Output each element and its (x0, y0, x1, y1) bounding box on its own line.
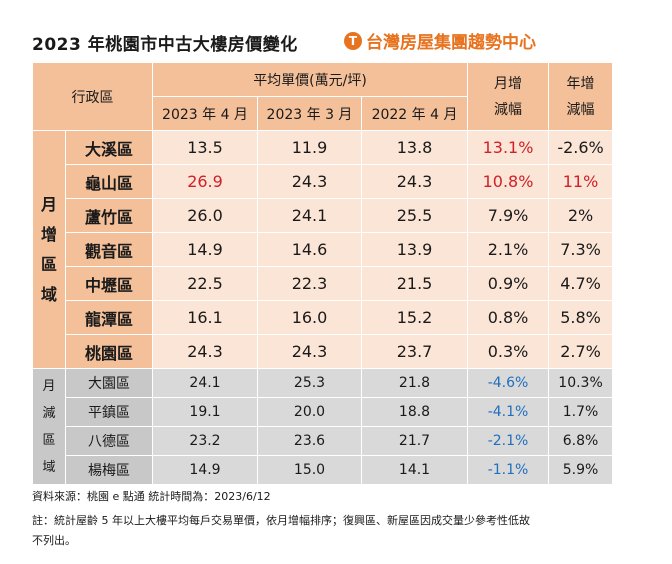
mom-header: 月增 減幅 (467, 62, 550, 131)
mom-change: 0.8% (467, 300, 550, 335)
mom-change: 10.8% (467, 164, 550, 199)
mom-change: -4.1% (467, 397, 550, 427)
yoy-change: 7.3% (548, 232, 614, 267)
mom-change: 7.9% (467, 198, 550, 233)
district-name: 觀音區 (65, 232, 153, 267)
yoy-change: 11% (548, 164, 614, 199)
yoy-change: 10.3% (548, 368, 614, 398)
district-name: 大溪區 (65, 130, 153, 165)
price-2023-03: 25.3 (257, 368, 362, 398)
price-table: 行政區 平均單價(萬元/坪) 月增 減幅 年增 減幅 2023 年 4 月 20… (32, 62, 614, 485)
district-name: 中壢區 (65, 266, 153, 301)
avg-price-header: 平均單價(萬元/坪) (151, 62, 469, 97)
price-2023-03: 22.3 (257, 266, 362, 301)
brand-name: 台灣房屋集團趨勢中心 (366, 33, 536, 53)
brand-logo: T 台灣房屋集團趨勢中心 (344, 28, 536, 53)
mom-change: -1.1% (467, 455, 550, 485)
group-label-increase: 月 增 區 域 (32, 130, 66, 369)
price-2022-04: 15.2 (360, 300, 469, 335)
yoy-change: 2% (548, 198, 614, 233)
price-2022-04: 21.8 (360, 368, 469, 398)
price-2023-04: 22.5 (152, 266, 258, 301)
district-name: 桃園區 (65, 334, 153, 369)
price-2022-04: 13.9 (360, 232, 469, 267)
price-2022-04: 25.5 (360, 198, 469, 233)
district-name: 大園區 (65, 368, 153, 398)
price-2023-03: 14.6 (257, 232, 362, 267)
yoy-change: 6.8% (548, 426, 614, 456)
price-2023-04: 13.5 (152, 130, 258, 165)
col-header-2022-04: 2022 年 4 月 (360, 96, 469, 131)
district-name: 蘆竹區 (65, 198, 153, 233)
mom-change: 0.3% (467, 334, 550, 369)
yoy-change: 4.7% (548, 266, 614, 301)
district-name: 楊梅區 (65, 455, 153, 485)
price-2022-04: 24.3 (360, 164, 469, 199)
price-2023-04: 14.9 (152, 455, 258, 485)
yoy-change: 2.7% (548, 334, 614, 369)
price-2023-03: 16.0 (257, 300, 362, 335)
yoy-change: 1.7% (548, 397, 614, 427)
price-2022-04: 23.7 (360, 334, 469, 369)
source-note: 資料來源：桃園 e 點通 統計時間為：2023/6/12 (32, 490, 271, 503)
price-2023-04: 26.0 (152, 198, 258, 233)
price-2022-04: 21.7 (360, 426, 469, 456)
price-2023-04: 23.2 (152, 426, 258, 456)
yoy-header: 年增 減幅 (548, 62, 614, 131)
yoy-change: 5.8% (548, 300, 614, 335)
footnote: 註：統計屋齡 5 年以上大樓平均每戶交易單價，依月增幅排序；復興區、新屋區因成交… (32, 514, 530, 527)
price-2023-03: 23.6 (257, 426, 362, 456)
price-2023-03: 24.3 (257, 164, 362, 199)
price-2023-04: 14.9 (152, 232, 258, 267)
price-2023-03: 15.0 (257, 455, 362, 485)
yoy-change: -2.6% (548, 130, 614, 165)
price-2022-04: 18.8 (360, 397, 469, 427)
mom-change: -4.6% (467, 368, 550, 398)
price-2023-04: 26.9 (152, 164, 258, 199)
price-2023-04: 24.3 (152, 334, 258, 369)
district-header: 行政區 (32, 62, 153, 131)
price-2022-04: 14.1 (360, 455, 469, 485)
price-2023-03: 24.3 (257, 334, 362, 369)
col-header-2023-03: 2023 年 3 月 (257, 96, 362, 131)
district-name: 龍潭區 (65, 300, 153, 335)
footnote-continued: 不列出。 (32, 534, 76, 547)
group-label-decrease: 月 減 區 域 (32, 368, 66, 485)
district-name: 龜山區 (65, 164, 153, 199)
price-2023-04: 19.1 (152, 397, 258, 427)
mom-change: 2.1% (467, 232, 550, 267)
price-2023-03: 20.0 (257, 397, 362, 427)
price-2022-04: 13.8 (360, 130, 469, 165)
yoy-change: 5.9% (548, 455, 614, 485)
brand-mark-icon: T (344, 31, 362, 50)
price-2023-04: 16.1 (152, 300, 258, 335)
district-name: 平鎮區 (65, 397, 153, 427)
page-title: 2023 年桃園市中古大樓房價變化 (32, 35, 298, 55)
mom-change: -2.1% (467, 426, 550, 456)
mom-change: 0.9% (467, 266, 550, 301)
district-name: 八德區 (65, 426, 153, 456)
mom-change: 13.1% (467, 130, 550, 165)
price-2022-04: 21.5 (360, 266, 469, 301)
price-2023-04: 24.1 (152, 368, 258, 398)
price-2023-03: 24.1 (257, 198, 362, 233)
col-header-2023-04: 2023 年 4 月 (152, 96, 258, 131)
price-2023-03: 11.9 (257, 130, 362, 165)
